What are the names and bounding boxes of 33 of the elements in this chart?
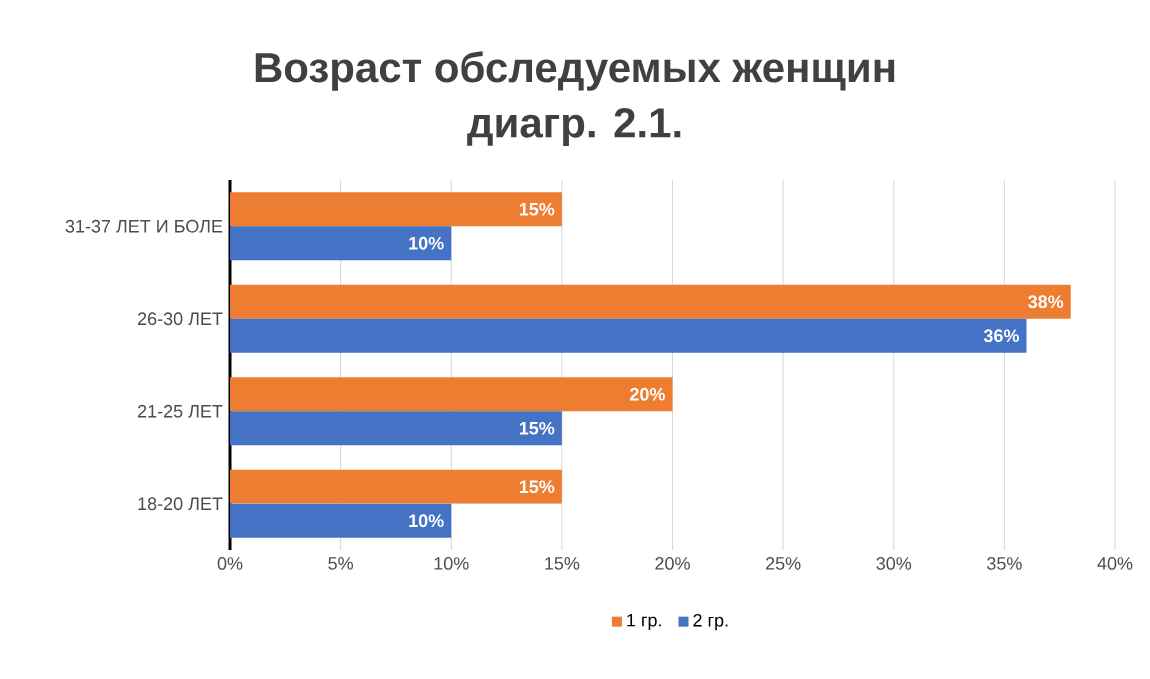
bar [230,192,562,227]
bar [230,411,562,446]
data-label: 15% [519,421,555,435]
chart-title: Возраст обследуемых женщин [255,51,895,91]
x-tick-label: 0% [217,557,243,570]
data-label: 15% [519,202,555,216]
y-tick-label: 18-20 ЛЕТ [138,497,223,511]
bar [230,503,452,538]
bar [230,226,452,261]
x-tick-label: 20% [655,557,690,570]
data-label: 36% [983,329,1019,343]
bar [230,284,1071,319]
bar [230,318,1027,353]
x-tick-label: 35% [987,557,1022,570]
chart-subtitle: диагр. 2.1. [467,107,681,147]
x-tick-label: 5% [328,557,353,570]
data-label: 38% [1028,295,1064,309]
x-tick-label: 30% [876,557,912,570]
data-label: 15% [519,480,555,494]
x-tick-label: 10% [434,557,469,570]
bar [230,377,673,412]
x-tick-label: 40% [1097,557,1133,570]
data-label: 10% [409,236,444,250]
bar [230,469,562,504]
y-tick-label: 21-25 ЛЕТ [138,404,223,418]
x-tick-label: 15% [545,557,580,570]
y-tick-label: 31-37 ЛЕТ И БОЛЕ [65,219,223,233]
legend-label: 1 гр. [627,613,661,631]
legend-label: 2 гр. [693,613,728,631]
x-tick-label: 25% [766,557,801,570]
data-label: 10% [409,514,444,528]
data-label: 20% [630,387,665,401]
y-tick-label: 26-30 ЛЕТ [138,312,223,326]
